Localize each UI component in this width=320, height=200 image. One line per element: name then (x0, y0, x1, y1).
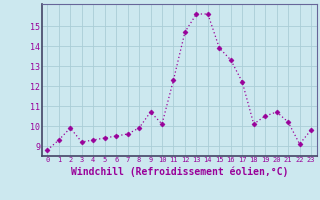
X-axis label: Windchill (Refroidissement éolien,°C): Windchill (Refroidissement éolien,°C) (70, 166, 288, 177)
